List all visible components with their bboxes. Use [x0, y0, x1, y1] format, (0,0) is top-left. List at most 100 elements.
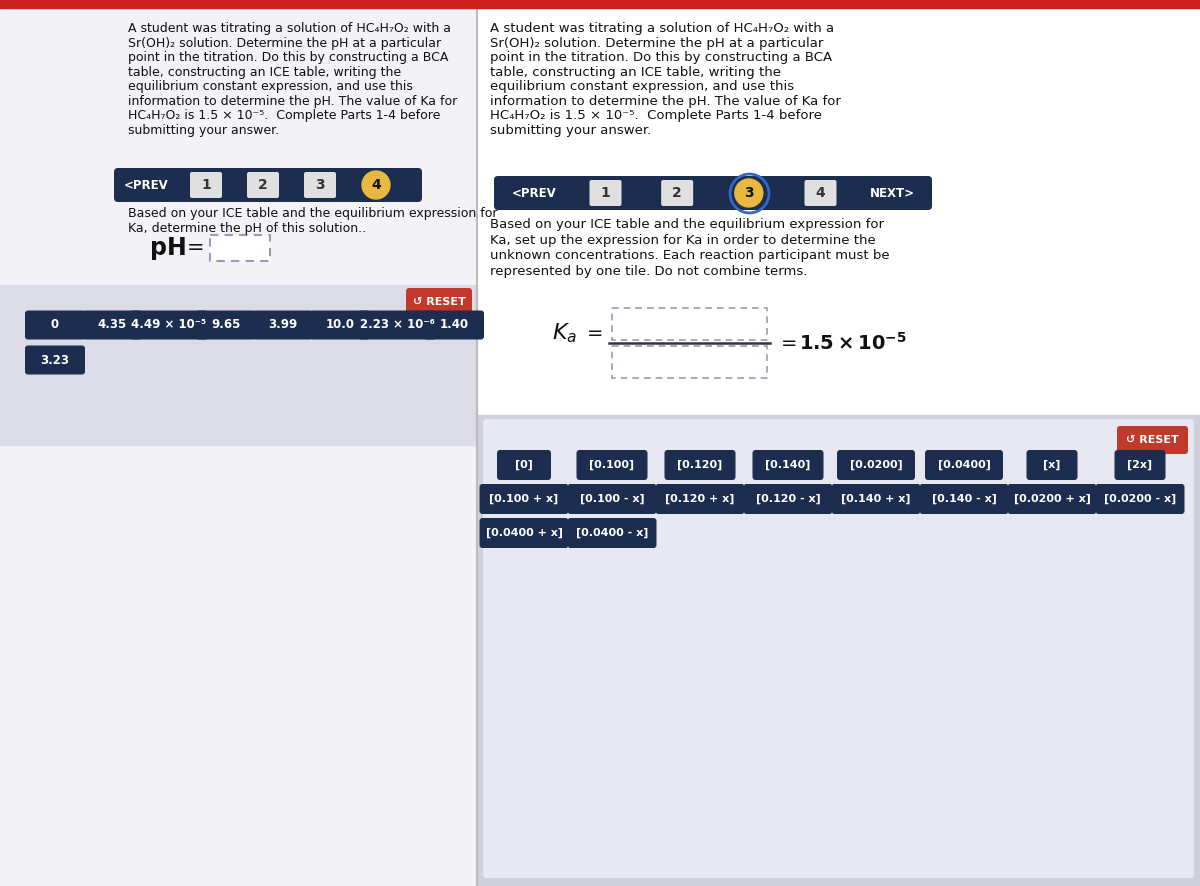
FancyBboxPatch shape [568, 518, 656, 548]
Text: HC₄H₇O₂ is 1.5 × 10⁻⁵.  Complete Parts 1-4 before: HC₄H₇O₂ is 1.5 × 10⁻⁵. Complete Parts 1-… [490, 109, 822, 122]
Text: 10.0: 10.0 [325, 318, 354, 331]
Circle shape [362, 171, 390, 199]
Text: A student was titrating a solution of HC₄H₇O₂ with a: A student was titrating a solution of HC… [128, 22, 451, 35]
Text: [0.140 - x]: [0.140 - x] [931, 494, 996, 504]
Bar [478, 415, 1200, 886]
Text: submitting your answer.: submitting your answer. [490, 123, 652, 136]
Text: table, constructing an ICE table, writing the: table, constructing an ICE table, writin… [128, 66, 401, 79]
FancyBboxPatch shape [661, 180, 694, 206]
Text: 4: 4 [816, 186, 826, 200]
Text: =: = [587, 323, 604, 343]
Text: 1.40: 1.40 [439, 318, 468, 331]
Circle shape [734, 179, 763, 207]
Text: 2: 2 [258, 178, 268, 192]
Text: [0.100]: [0.100] [589, 460, 635, 470]
Text: <PREV: <PREV [124, 178, 168, 191]
FancyBboxPatch shape [1117, 426, 1188, 454]
Text: point in the titration. Do this by constructing a BCA: point in the titration. Do this by const… [490, 51, 832, 64]
FancyBboxPatch shape [576, 450, 648, 480]
FancyBboxPatch shape [480, 484, 569, 514]
Text: [0.100 + x]: [0.100 + x] [490, 494, 559, 504]
FancyBboxPatch shape [482, 419, 1194, 878]
Text: [0.0400 + x]: [0.0400 + x] [486, 528, 563, 538]
Text: 1: 1 [202, 178, 211, 192]
Text: point in the titration. Do this by constructing a BCA: point in the titration. Do this by const… [128, 51, 449, 64]
Text: [0.0400 - x]: [0.0400 - x] [576, 528, 648, 538]
FancyBboxPatch shape [919, 484, 1008, 514]
Text: 4.35: 4.35 [97, 318, 127, 331]
FancyBboxPatch shape [494, 176, 932, 210]
FancyBboxPatch shape [247, 172, 278, 198]
Bar [478, 8, 1200, 886]
Text: represented by one tile. Do not combine terms.: represented by one tile. Do not combine … [490, 265, 808, 277]
Text: $K_a$: $K_a$ [552, 322, 577, 345]
FancyBboxPatch shape [838, 450, 916, 480]
Text: [2x]: [2x] [1128, 460, 1152, 470]
FancyBboxPatch shape [310, 310, 370, 339]
Text: 3.23: 3.23 [41, 354, 70, 367]
FancyBboxPatch shape [25, 346, 85, 375]
Text: 3: 3 [744, 186, 754, 200]
Text: unknown concentrations. Each reaction participant must be: unknown concentrations. Each reaction pa… [490, 249, 889, 262]
Text: NEXT>: NEXT> [870, 186, 914, 199]
FancyBboxPatch shape [25, 310, 85, 339]
Text: 9.65: 9.65 [211, 318, 241, 331]
Bar [0, 0, 1200, 8]
FancyBboxPatch shape [114, 168, 422, 202]
Text: pH: pH [150, 236, 186, 260]
FancyBboxPatch shape [196, 310, 256, 339]
Text: 4: 4 [371, 178, 380, 192]
FancyBboxPatch shape [1096, 484, 1184, 514]
Text: [0.0200]: [0.0200] [850, 460, 902, 470]
Text: submitting your answer.: submitting your answer. [128, 123, 280, 136]
Text: 3: 3 [316, 178, 325, 192]
Text: ↺ RESET: ↺ RESET [413, 297, 466, 307]
Text: 0: 0 [50, 318, 59, 331]
Text: 2: 2 [672, 186, 682, 200]
Bar [0, 8, 478, 886]
FancyBboxPatch shape [406, 288, 472, 316]
Text: Based on your ICE table and the equilibrium expression for: Based on your ICE table and the equilibr… [128, 207, 498, 220]
Bar [0, 285, 478, 445]
Text: ↺ RESET: ↺ RESET [1126, 435, 1178, 445]
Text: Sr(OH)₂ solution. Determine the pH at a particular: Sr(OH)₂ solution. Determine the pH at a … [128, 36, 442, 50]
Text: table, constructing an ICE table, writing the: table, constructing an ICE table, writin… [490, 66, 781, 79]
FancyBboxPatch shape [832, 484, 920, 514]
FancyBboxPatch shape [804, 180, 836, 206]
Text: $\mathbf{1.5 \times 10^{-5}}$: $\mathbf{1.5 \times 10^{-5}}$ [799, 332, 907, 354]
FancyBboxPatch shape [744, 484, 833, 514]
FancyBboxPatch shape [1115, 450, 1165, 480]
Text: [0.120 + x]: [0.120 + x] [665, 494, 734, 504]
Text: Sr(OH)₂ solution. Determine the pH at a particular: Sr(OH)₂ solution. Determine the pH at a … [490, 36, 823, 50]
FancyBboxPatch shape [253, 310, 313, 339]
FancyBboxPatch shape [568, 484, 656, 514]
Text: [0.0400]: [0.0400] [937, 460, 990, 470]
Text: [0.0200 + x]: [0.0200 + x] [1014, 494, 1091, 504]
Text: Ka, determine the pH of this solution..: Ka, determine the pH of this solution.. [128, 222, 366, 235]
Text: equilibrium constant expression, and use this: equilibrium constant expression, and use… [128, 80, 413, 93]
Text: 4.49 × 10⁻⁵: 4.49 × 10⁻⁵ [132, 318, 206, 331]
Text: [0]: [0] [515, 460, 533, 470]
FancyBboxPatch shape [925, 450, 1003, 480]
Text: 3.99: 3.99 [269, 318, 298, 331]
FancyBboxPatch shape [1008, 484, 1097, 514]
Text: <PREV: <PREV [511, 186, 557, 199]
Text: Based on your ICE table and the equilibrium expression for: Based on your ICE table and the equilibr… [490, 218, 884, 231]
Text: [0.140]: [0.140] [766, 460, 811, 470]
FancyBboxPatch shape [752, 450, 823, 480]
FancyBboxPatch shape [210, 235, 270, 261]
Text: [0.0200 - x]: [0.0200 - x] [1104, 494, 1176, 504]
FancyBboxPatch shape [130, 310, 208, 339]
Text: =: = [187, 238, 205, 258]
FancyBboxPatch shape [655, 484, 744, 514]
Text: information to determine the pH. The value of Ka for: information to determine the pH. The val… [490, 95, 841, 107]
Text: [0.100 - x]: [0.100 - x] [580, 494, 644, 504]
FancyBboxPatch shape [480, 518, 569, 548]
FancyBboxPatch shape [612, 346, 767, 378]
Text: 2.23 × 10⁻⁶: 2.23 × 10⁻⁶ [360, 318, 434, 331]
Text: Ka, set up the expression for Ka in order to determine the: Ka, set up the expression for Ka in orde… [490, 234, 876, 246]
Text: equilibrium constant expression, and use this: equilibrium constant expression, and use… [490, 80, 794, 93]
Text: [0.140 + x]: [0.140 + x] [841, 494, 911, 504]
Text: A student was titrating a solution of HC₄H₇O₂ with a: A student was titrating a solution of HC… [490, 22, 834, 35]
Text: =: = [781, 333, 798, 353]
